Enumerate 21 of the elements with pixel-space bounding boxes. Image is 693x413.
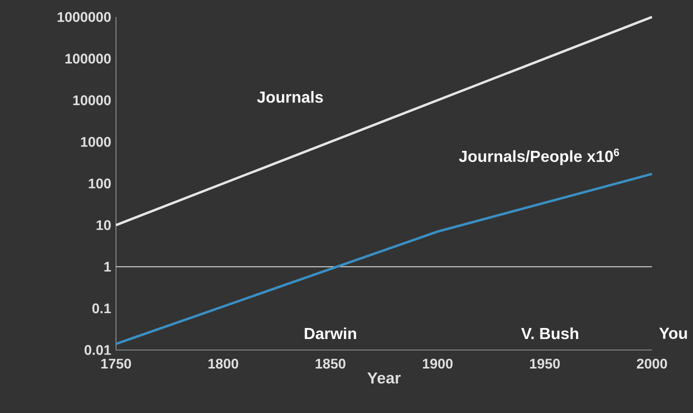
- y-tick-label: 1000: [81, 136, 111, 147]
- y-tick-label: 100000: [65, 54, 111, 64]
- x-tick-label: 1850: [316, 358, 346, 369]
- y-tick-label: 10: [96, 220, 111, 230]
- annotation: V. Bush: [521, 327, 578, 340]
- x-axis-title: Year: [367, 372, 401, 384]
- series-label: Journals/People x10$^{6}$: [459, 148, 620, 166]
- y-tick-label: 0.1: [92, 303, 111, 314]
- text: You: [659, 328, 687, 339]
- x-tick-label: 1750: [101, 358, 131, 369]
- y-tick-label: 1000000: [58, 12, 111, 22]
- annotation: Darwin: [304, 327, 356, 340]
- y-tick-label: 10000: [73, 95, 111, 106]
- x-tick-label: 1950: [530, 358, 560, 369]
- y-tick-label: 1: [104, 262, 111, 272]
- x-tick-label: 1800: [208, 358, 238, 369]
- y-tick-label: 100: [88, 178, 111, 188]
- x-tick-label: 1900: [422, 358, 453, 369]
- text: Journals: [257, 91, 323, 103]
- y-tick-label: 0.01: [84, 345, 111, 355]
- x-tick-label: 2000: [636, 358, 667, 369]
